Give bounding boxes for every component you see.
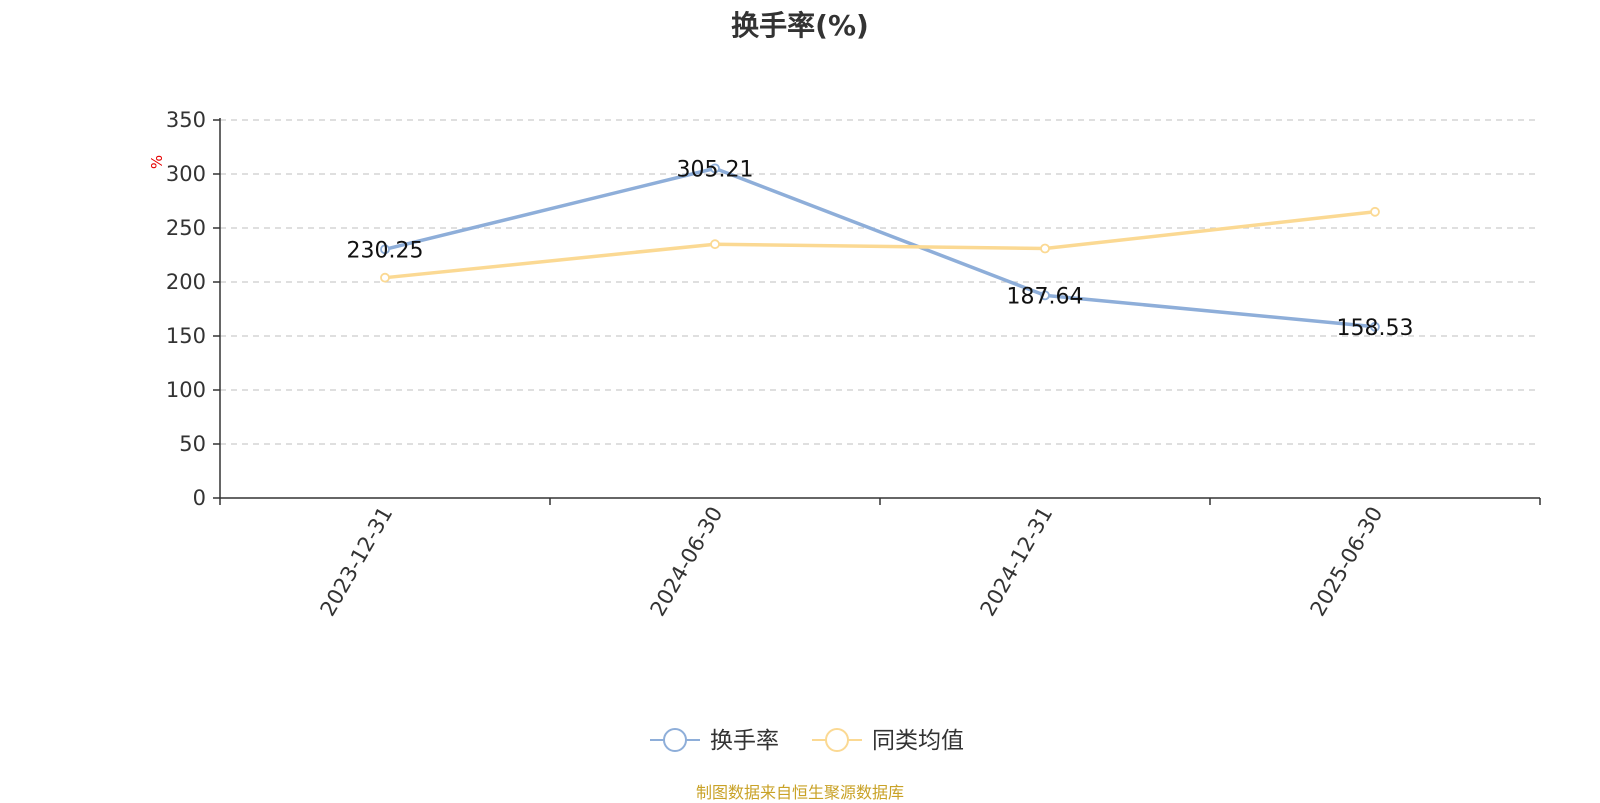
series-line-0 [384,166,1376,329]
series-line-1 [384,210,1376,280]
x-tick-label: 2025-06-30 [1306,503,1388,621]
legend-marker-0[interactable] [663,728,687,752]
data-label: 158.53 [1337,316,1414,341]
x-tick-label: 2024-12-31 [976,503,1058,621]
y-tick-label: 0 [193,486,206,510]
series-point-0[interactable] [710,163,720,174]
legend-label-1[interactable]: 同类均值 [872,728,964,754]
legend-label-0[interactable]: 换手率 [710,728,779,754]
series-group [380,163,1380,332]
y-axis-label: % [148,155,166,169]
y-tick-label: 50 [179,432,206,456]
y-tick-label: 250 [166,216,206,240]
series-point-0[interactable] [1370,321,1380,332]
series-point-1[interactable] [1040,243,1050,254]
grid-lines [220,119,1540,445]
y-tick-label: 100 [166,378,206,402]
source-note: 制图数据来自恒生聚源数据库 [695,783,904,802]
series-point-0[interactable] [1040,290,1050,301]
series-point-1[interactable] [710,239,720,250]
x-tick-label: 2023-12-31 [316,503,398,621]
x-tick-label: 2024-06-30 [646,503,728,621]
series-point-1[interactable] [1370,206,1380,217]
series-point-1[interactable] [380,272,390,283]
y-tick-label: 150 [166,324,206,348]
legend[interactable]: 换手率 同类均值 [650,728,964,754]
axes: 0 50 100 150 200 250 300 350% 2023-12-31 2024-06-… [148,108,1541,621]
y-tick-label: 300 [166,162,206,186]
series-point-0[interactable] [380,244,390,255]
data-label: 305.21 [677,157,754,182]
y-tick-label: 350 [166,108,206,132]
data-labels: 230.25 305.21 187.64 158.53 [347,157,1414,340]
y-tick-label: 200 [166,270,206,294]
data-label: 230.25 [347,238,424,263]
chart-title: 换手率(%) [731,9,869,42]
legend-marker-1[interactable] [825,728,849,752]
data-label: 187.64 [1007,284,1084,309]
